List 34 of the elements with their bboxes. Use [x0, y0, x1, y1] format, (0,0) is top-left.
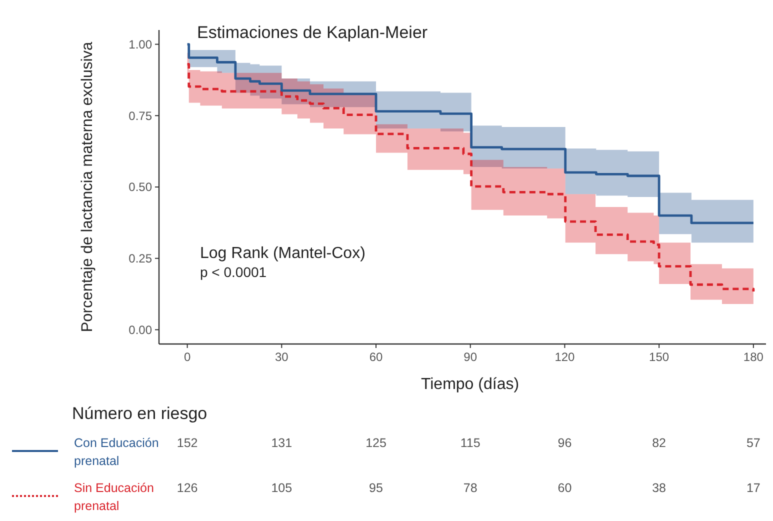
text: 125 [366, 436, 386, 450]
legend-label: Con Educación prenatal [74, 436, 159, 468]
x-tick-label: 0 [184, 350, 191, 364]
y-tick-label: 0.50 [128, 180, 152, 194]
text: 96 [558, 436, 572, 450]
x-tick-label: 90 [464, 350, 478, 364]
x-tick-label: 120 [554, 350, 576, 364]
x-tick-label: 60 [369, 350, 384, 364]
text: 57 [746, 436, 760, 450]
y-tick-label: 0.25 [128, 252, 152, 266]
text: 131 [271, 436, 292, 450]
text: 95 [369, 481, 384, 495]
text: 17 [746, 481, 760, 495]
y-axis-title: Porcentaje de lactancia materna exclusiva [79, 41, 96, 332]
text: 152 [176, 436, 198, 450]
text: 78 [463, 481, 478, 495]
annotation: Log Rank (Mantel-Cox) [200, 245, 366, 262]
x-tick-label: 150 [649, 350, 670, 364]
text: 60 [558, 481, 572, 495]
y-tick-label: 0.75 [128, 108, 152, 123]
text: 82 [652, 436, 666, 450]
legend-label: Sin Educación prenatal [74, 481, 154, 513]
chart-title: Estimaciones de Kaplan-Meier [197, 23, 428, 42]
y-tick-label: 1.00 [128, 37, 152, 52]
text: Número en riesgo [72, 404, 208, 423]
text: 126 [176, 481, 198, 495]
x-tick-label: 30 [274, 350, 289, 364]
text: 105 [271, 481, 292, 495]
text: 38 [652, 481, 666, 495]
y-tick-label: 0.00 [128, 322, 152, 337]
annotation: p < 0.0001 [200, 264, 267, 280]
x-tick-label: 180 [743, 350, 764, 364]
text: 115 [460, 436, 480, 450]
x-axis-title: Tiempo (días) [420, 376, 520, 393]
